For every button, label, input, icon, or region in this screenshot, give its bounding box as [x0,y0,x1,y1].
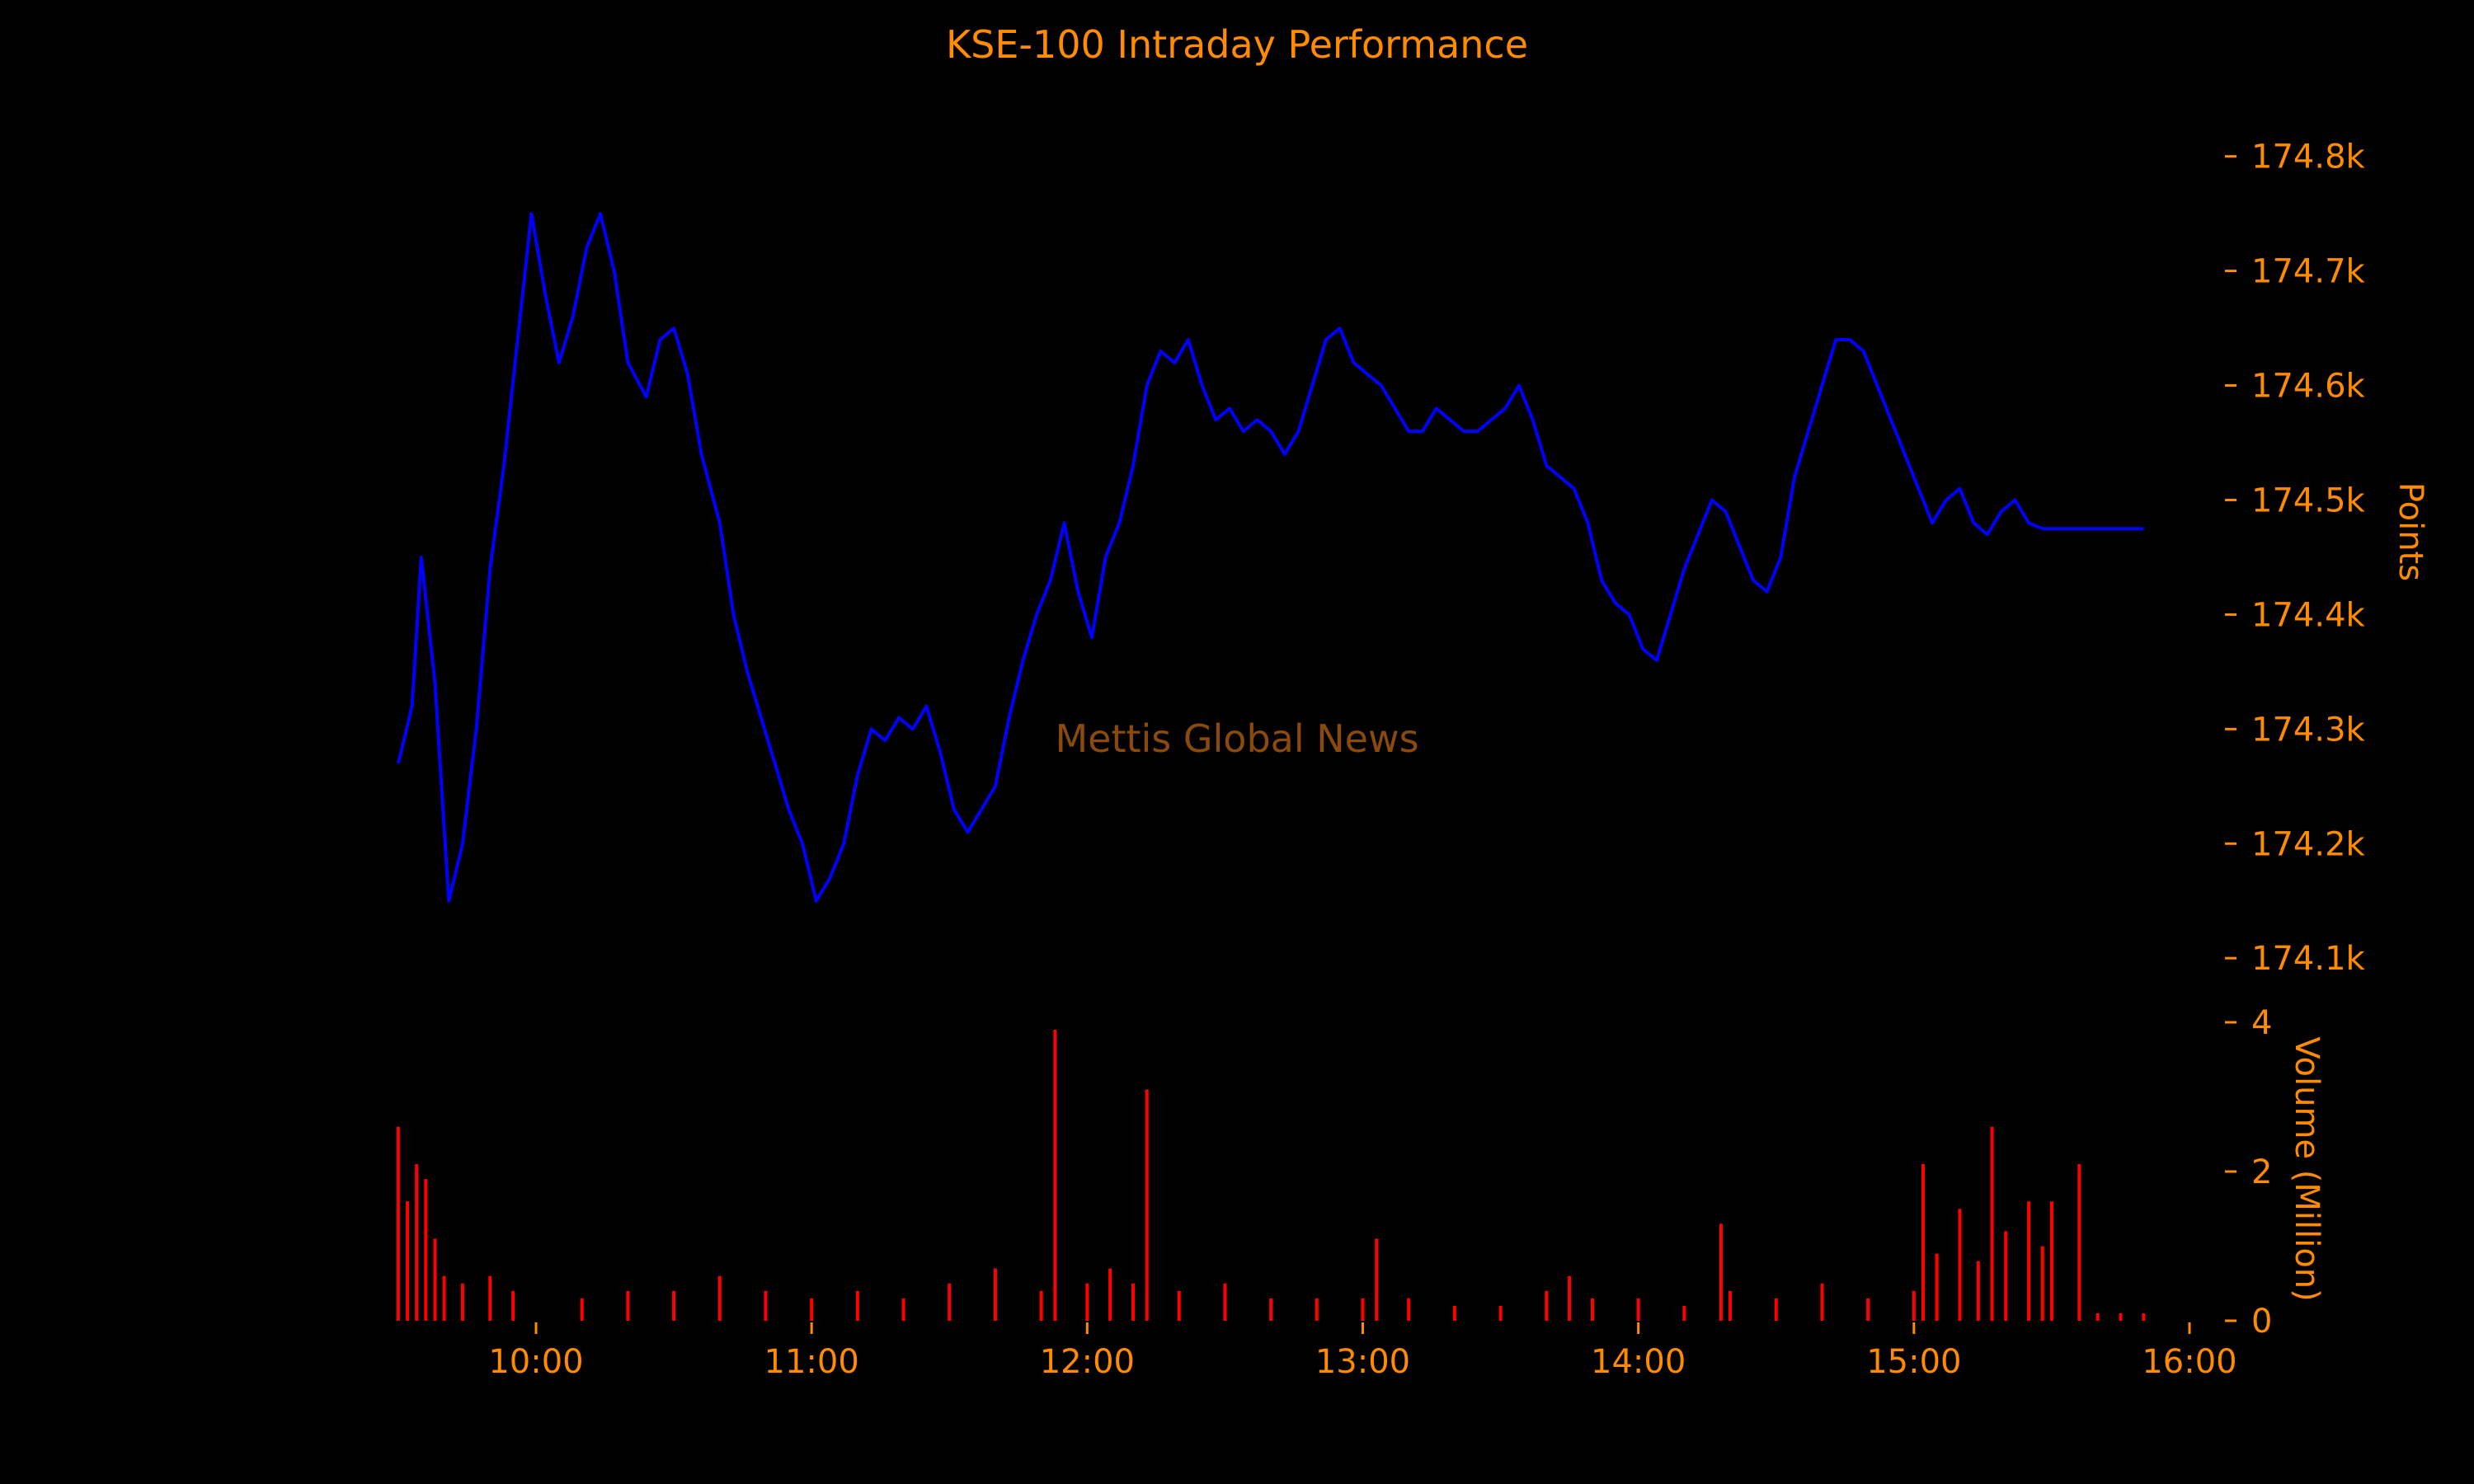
volume-bar [1866,1298,1870,1321]
volume-bar [993,1268,997,1321]
price-tick-label: 174.6k [2251,368,2366,406]
watermark-text: Mettis Global News [1055,716,1418,761]
volume-bar [1958,1209,1962,1321]
volume-bar [424,1179,428,1321]
volume-bar [1131,1283,1136,1321]
volume-bar [396,1126,400,1321]
x-tick-label: 12:00 [1040,1343,1135,1381]
volume-bar [1820,1283,1824,1321]
volume-bar [1682,1305,1686,1321]
price-tick-label: 174.4k [2251,596,2366,634]
x-tick-label: 14:00 [1591,1343,1686,1381]
volume-bar [1223,1283,1227,1321]
x-tick-label: 15:00 [1866,1343,1961,1381]
x-tick-label: 11:00 [764,1343,859,1381]
volume-bar [901,1298,905,1321]
volume-bar [1145,1089,1149,1321]
volume-bar [948,1283,952,1321]
volume-bar [764,1290,768,1321]
volume-bar [1719,1223,1723,1321]
volume-bar [1990,1126,1994,1321]
volume-bar [1636,1298,1640,1321]
volume-axis-label: Volume (Million) [2288,1036,2326,1301]
volume-bar [433,1238,437,1321]
price-series-line [396,212,2144,903]
price-axis-label: Points [2392,482,2429,581]
price-panel: 174.1k 174.2k 174.3k 174.4k 174.5k 174.6k 174.… [396,139,2366,978]
volume-bar [855,1290,859,1321]
volume-bar [1498,1305,1503,1321]
volume-bar [1921,1163,1925,1321]
volume-bar [1269,1298,1273,1321]
volume-bar [2027,1201,2031,1321]
price-tick-label: 174.7k [2251,253,2366,291]
price-tick-label: 174.2k [2251,825,2366,863]
volume-bar [580,1298,584,1321]
volume-bar [415,1163,419,1321]
volume-bar [460,1283,464,1321]
volume-bar [1452,1305,1456,1321]
x-tick-label: 10:00 [488,1343,583,1381]
volume-bar [1568,1275,1572,1321]
volume-bar [1315,1298,1319,1321]
chart-title: KSE-100 Intraday Performance [946,22,1528,67]
volume-tick-label: 0 [2251,1303,2272,1341]
volume-bar [488,1275,492,1321]
volume-bar [626,1290,630,1321]
volume-bar [1361,1298,1365,1321]
volume-bar [442,1275,446,1321]
price-tick-label: 174.8k [2251,139,2366,176]
volume-bar [2077,1163,2081,1321]
x-tick-label: 16:00 [2142,1343,2236,1381]
volume-bar [1545,1290,1549,1321]
volume-bar [2142,1313,2146,1321]
volume-bar [1935,1253,1939,1321]
volume-tick-label: 4 [2251,1004,2272,1042]
volume-bar [1053,1030,1057,1321]
volume-bar [810,1298,814,1321]
volume-bar [1729,1290,1733,1321]
volume-bar [2004,1231,2008,1321]
volume-bar [1590,1298,1594,1321]
volume-bar [2119,1313,2123,1321]
volume-tick-label: 2 [2251,1153,2272,1191]
volume-bar [2095,1313,2100,1321]
x-axis: 10:00 11:00 12:00 13:00 14:00 15:00 16:00 [488,1322,2237,1381]
volume-bar [1407,1298,1411,1321]
volume-bar [717,1275,722,1321]
volume-panel: 0 2 4 [396,1004,2272,1341]
price-tick-label: 174.1k [2251,940,2366,978]
volume-bar [1085,1283,1089,1321]
volume-bar [1912,1290,1916,1321]
volume-bar [1976,1261,1980,1321]
volume-bar [1039,1290,1043,1321]
price-tick-label: 174.5k [2251,481,2366,519]
volume-bar [406,1201,410,1321]
price-tick-label: 174.3k [2251,711,2366,749]
volume-bar [1177,1290,1181,1321]
x-tick-label: 13:00 [1315,1343,1410,1381]
volume-bar [2049,1201,2053,1321]
volume-bar [2040,1246,2044,1321]
volume-bar [1375,1238,1379,1321]
volume-bar [511,1290,515,1321]
volume-bar [1774,1298,1778,1321]
volume-bar [1108,1268,1112,1321]
volume-bar [672,1290,676,1321]
